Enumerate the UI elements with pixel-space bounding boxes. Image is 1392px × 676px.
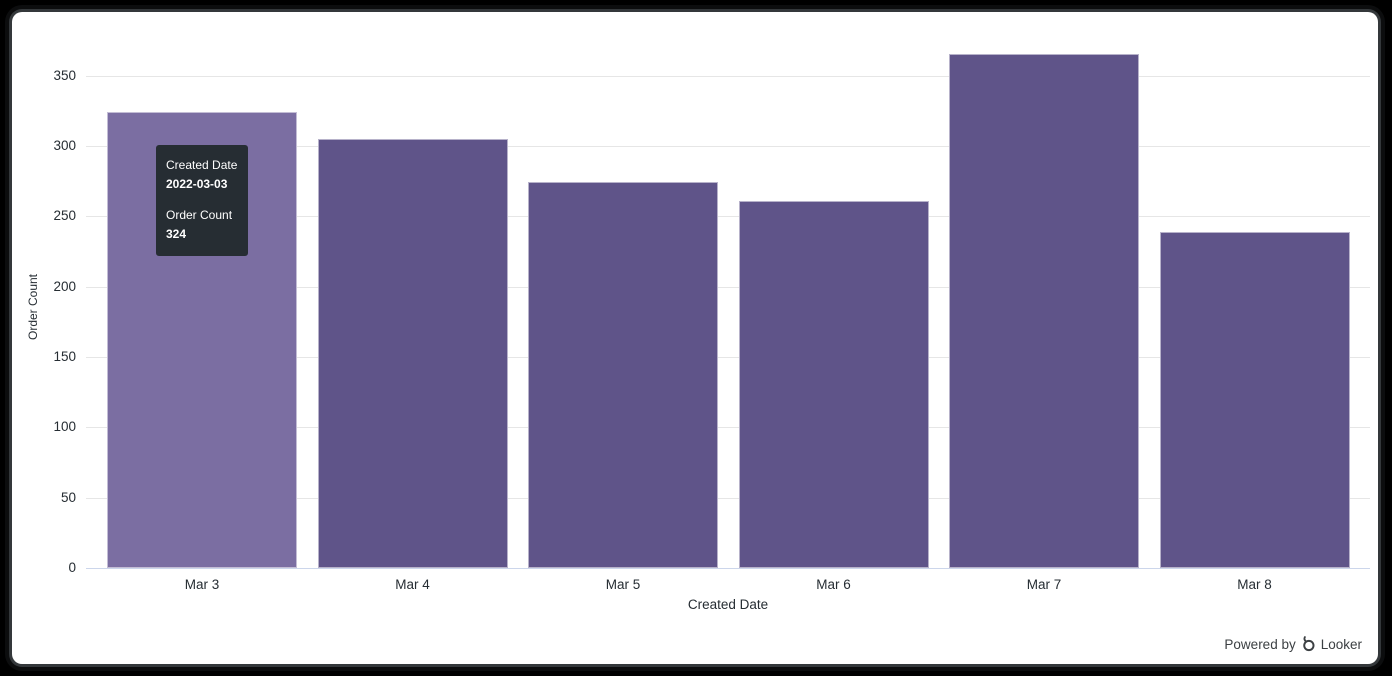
bar-mar-5[interactable] [528,182,718,568]
gridline-50 [86,497,1370,499]
bar-mar-6[interactable] [738,200,929,568]
bar-mar-8[interactable] [1159,231,1350,568]
gridline-300 [86,145,1370,147]
bar-mar-4[interactable] [317,138,508,568]
tooltip-measure-label: Order Count [166,208,233,222]
gridline-100 [86,427,1370,429]
x-axis-line [86,568,1370,569]
y-tick-label-0: 0 [68,560,76,575]
bar-chart: Order Count Created Date Created Date 20… [12,12,1378,664]
looker-logo-icon [1301,636,1316,655]
y-tick-label-250: 250 [53,208,76,224]
visualization-panel: Order Count Created Date Created Date 20… [12,12,1378,664]
gridline-200 [86,286,1370,288]
y-tick-label-350: 350 [53,67,76,83]
x-tick-label-mar-4: Mar 4 [395,577,430,592]
tooltip-dimension-label: Created Date [166,158,238,172]
tooltip-measure-value: 324 [166,227,187,241]
x-tick-label-mar-7: Mar 7 [1026,577,1062,592]
x-tick-label-mar-8: Mar 8 [1237,577,1272,592]
y-tick-label-300: 300 [53,137,76,153]
gridline-250 [86,216,1370,218]
bar-mar-7[interactable] [949,54,1139,568]
powered-by-looker[interactable]: Powered by Looker [1224,634,1362,655]
y-tick-label-100: 100 [53,419,76,435]
x-tick-label-mar-5: Mar 5 [605,577,641,592]
y-axis-title: Order Count [26,273,40,341]
powered-by-label: Powered by [1224,637,1296,652]
brand-label: Looker [1320,637,1362,652]
tooltip-dimension-value: 2022-03-03 [166,177,228,191]
gridline-150 [86,356,1370,358]
x-tick-label-mar-3: Mar 3 [184,577,220,592]
y-tick-label-200: 200 [53,278,76,294]
x-axis-title: Created Date [687,597,769,612]
gridline-350 [86,75,1370,77]
y-tick-label-150: 150 [53,348,76,364]
y-tick-label-50: 50 [60,489,76,505]
x-tick-label-mar-6: Mar 6 [816,577,851,592]
chart-tooltip: Created Date 2022-03-03 Order Count 324 [156,145,248,256]
